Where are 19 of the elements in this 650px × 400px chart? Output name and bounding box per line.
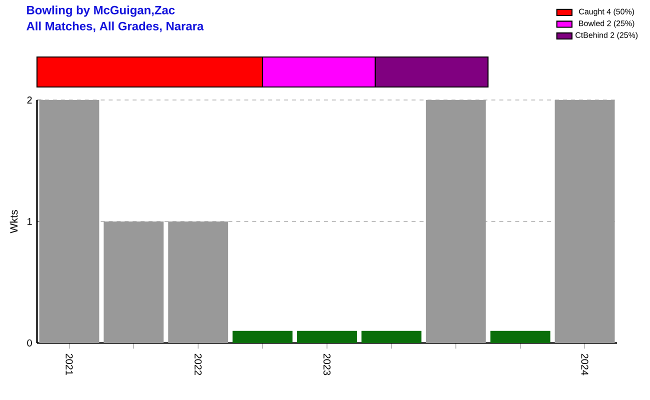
bar bbox=[297, 330, 357, 343]
chart-subtitle: All Matches, All Grades, Narara bbox=[26, 22, 204, 32]
bar bbox=[554, 100, 615, 343]
bar bbox=[104, 222, 164, 343]
bar bbox=[426, 100, 486, 343]
x-tick-label: 2023 bbox=[323, 354, 331, 376]
bar bbox=[361, 330, 422, 343]
y-tick-label: 2 bbox=[27, 96, 32, 104]
y-tick-label: 0 bbox=[27, 339, 32, 347]
bar bbox=[490, 330, 550, 343]
x-tick-label: 2022 bbox=[194, 354, 202, 376]
x-tick-label: 2024 bbox=[581, 354, 588, 376]
bar bbox=[168, 222, 228, 343]
chart-title: Bowling by McGuigan,Zac bbox=[27, 6, 175, 17]
bar bbox=[39, 100, 100, 343]
bar bbox=[232, 330, 293, 343]
y-axis-title: Wkts bbox=[10, 210, 18, 234]
x-tick-label: 2021 bbox=[66, 354, 73, 376]
y-tick-label: 1 bbox=[28, 218, 32, 225]
